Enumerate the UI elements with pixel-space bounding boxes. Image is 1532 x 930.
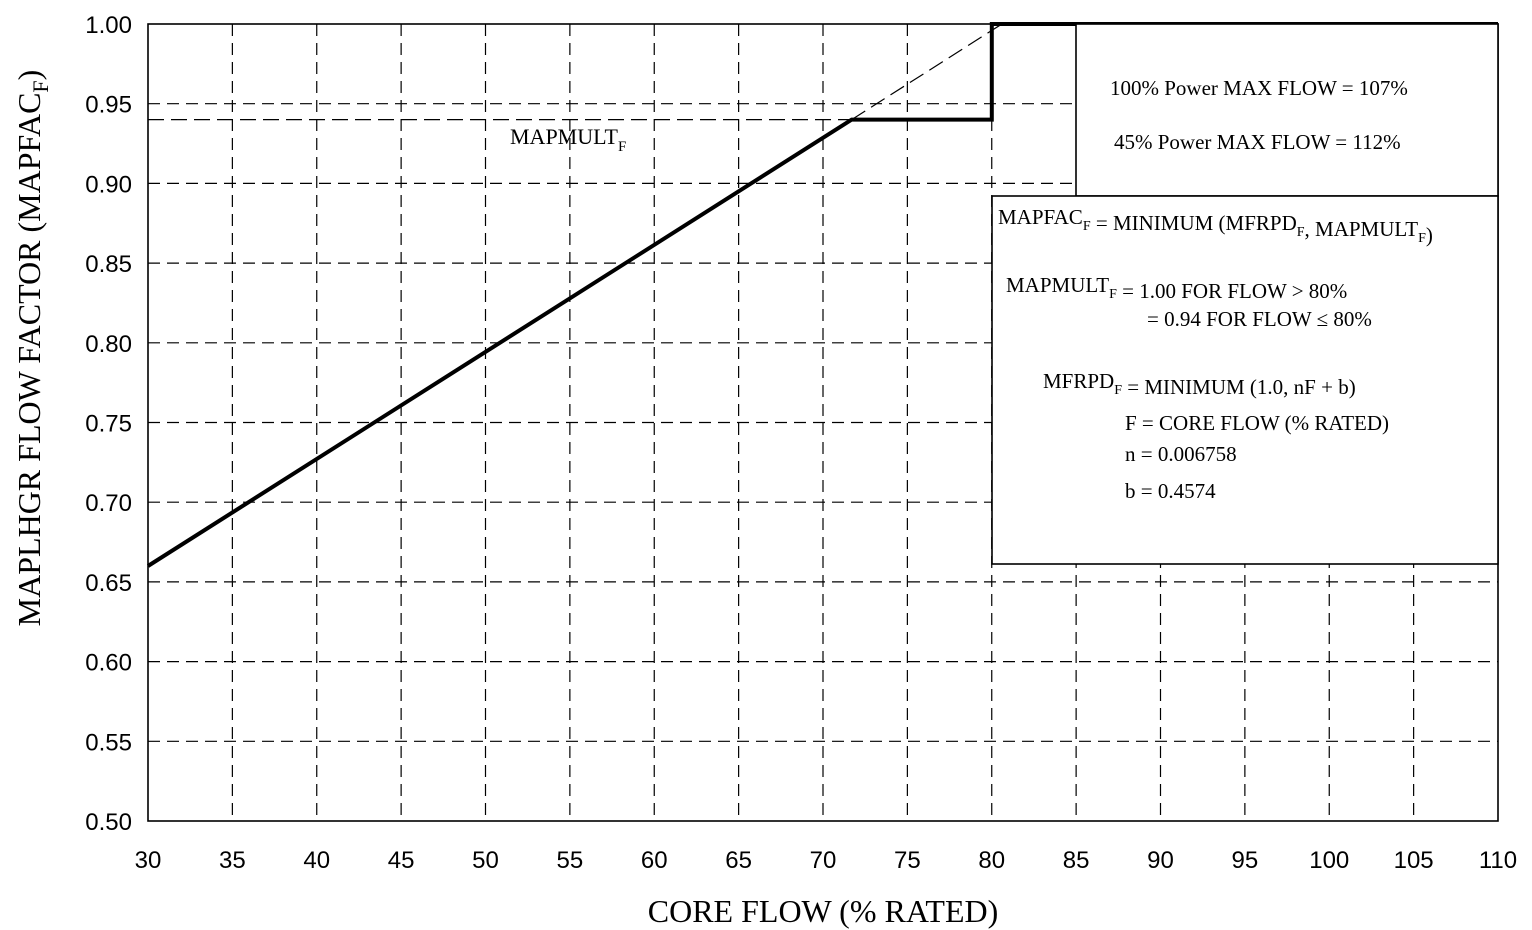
- y-tick-label: 0.55: [85, 729, 132, 756]
- y-tick-label: 0.90: [85, 171, 132, 198]
- mapmult-equation-low: = 0.94 FOR FLOW ≤ 80%: [1147, 307, 1372, 331]
- y-tick-label: 0.80: [85, 331, 132, 358]
- x-tick-label: 90: [1147, 847, 1174, 874]
- x-tick-label: 35: [219, 847, 246, 874]
- info-box-top: [1075, 23, 1499, 197]
- y-tick-label: 0.70: [85, 490, 132, 517]
- mapmult-label: MAPMULTF: [510, 124, 626, 155]
- power-100-maxflow: 100% Power MAX FLOW = 107%: [1110, 76, 1408, 100]
- power-45-maxflow: 45% Power MAX FLOW = 112%: [1114, 130, 1401, 154]
- y-axis-title: MAPLHGR FLOW FACTOR (MAPFACF): [11, 70, 53, 627]
- y-tick-label: 0.65: [85, 570, 132, 597]
- x-axis-title: CORE FLOW (% RATED): [648, 893, 999, 929]
- x-tick-label: 60: [641, 847, 668, 874]
- x-tick-label: 55: [557, 847, 584, 874]
- x-tick-label: 110: [1479, 847, 1517, 874]
- y-tick-label: 0.85: [85, 251, 132, 278]
- x-tick-label: 40: [303, 847, 330, 874]
- y-tick-label: 0.75: [85, 411, 132, 438]
- y-tick-label: 0.95: [85, 92, 132, 119]
- x-tick-label: 45: [388, 847, 415, 874]
- x-tick-label: 75: [894, 847, 921, 874]
- x-tick-label: 85: [1063, 847, 1090, 874]
- b-coefficient: b = 0.4574: [1125, 479, 1216, 503]
- tick-labels: 30 35 40 45 50 55 60 65 70 75 80 85 90 95 100 105 110 0.5…: [85, 12, 1517, 874]
- y-tick-label: 1.00: [85, 12, 132, 39]
- n-coefficient: n = 0.006758: [1125, 442, 1237, 466]
- x-tick-label: 100: [1309, 847, 1349, 874]
- x-tick-label: 70: [810, 847, 837, 874]
- mfrpd-extension-line: [851, 23, 1003, 121]
- x-tick-label: 95: [1232, 847, 1259, 874]
- x-tick-label: 80: [978, 847, 1005, 874]
- info-box-equations: [991, 195, 1499, 565]
- y-tick-label: 0.50: [85, 809, 132, 836]
- x-tick-label: 105: [1394, 847, 1434, 874]
- x-tick-label: 65: [725, 847, 752, 874]
- mapfac-equation: MAPFACF = MINIMUM (MFRPDF, MAPMULTF): [998, 205, 1433, 247]
- x-tick-label: 50: [472, 847, 499, 874]
- mfrpd-equation: MFRPDF = MINIMUM (1.0, nF + b): [1043, 369, 1356, 399]
- y-tick-label: 0.60: [85, 650, 132, 677]
- x-tick-label: 30: [135, 847, 162, 874]
- mapmult-equation: MAPMULTF = 1.00 FOR FLOW > 80%: [1006, 273, 1347, 303]
- core-flow-definition: F = CORE FLOW (% RATED): [1125, 411, 1389, 435]
